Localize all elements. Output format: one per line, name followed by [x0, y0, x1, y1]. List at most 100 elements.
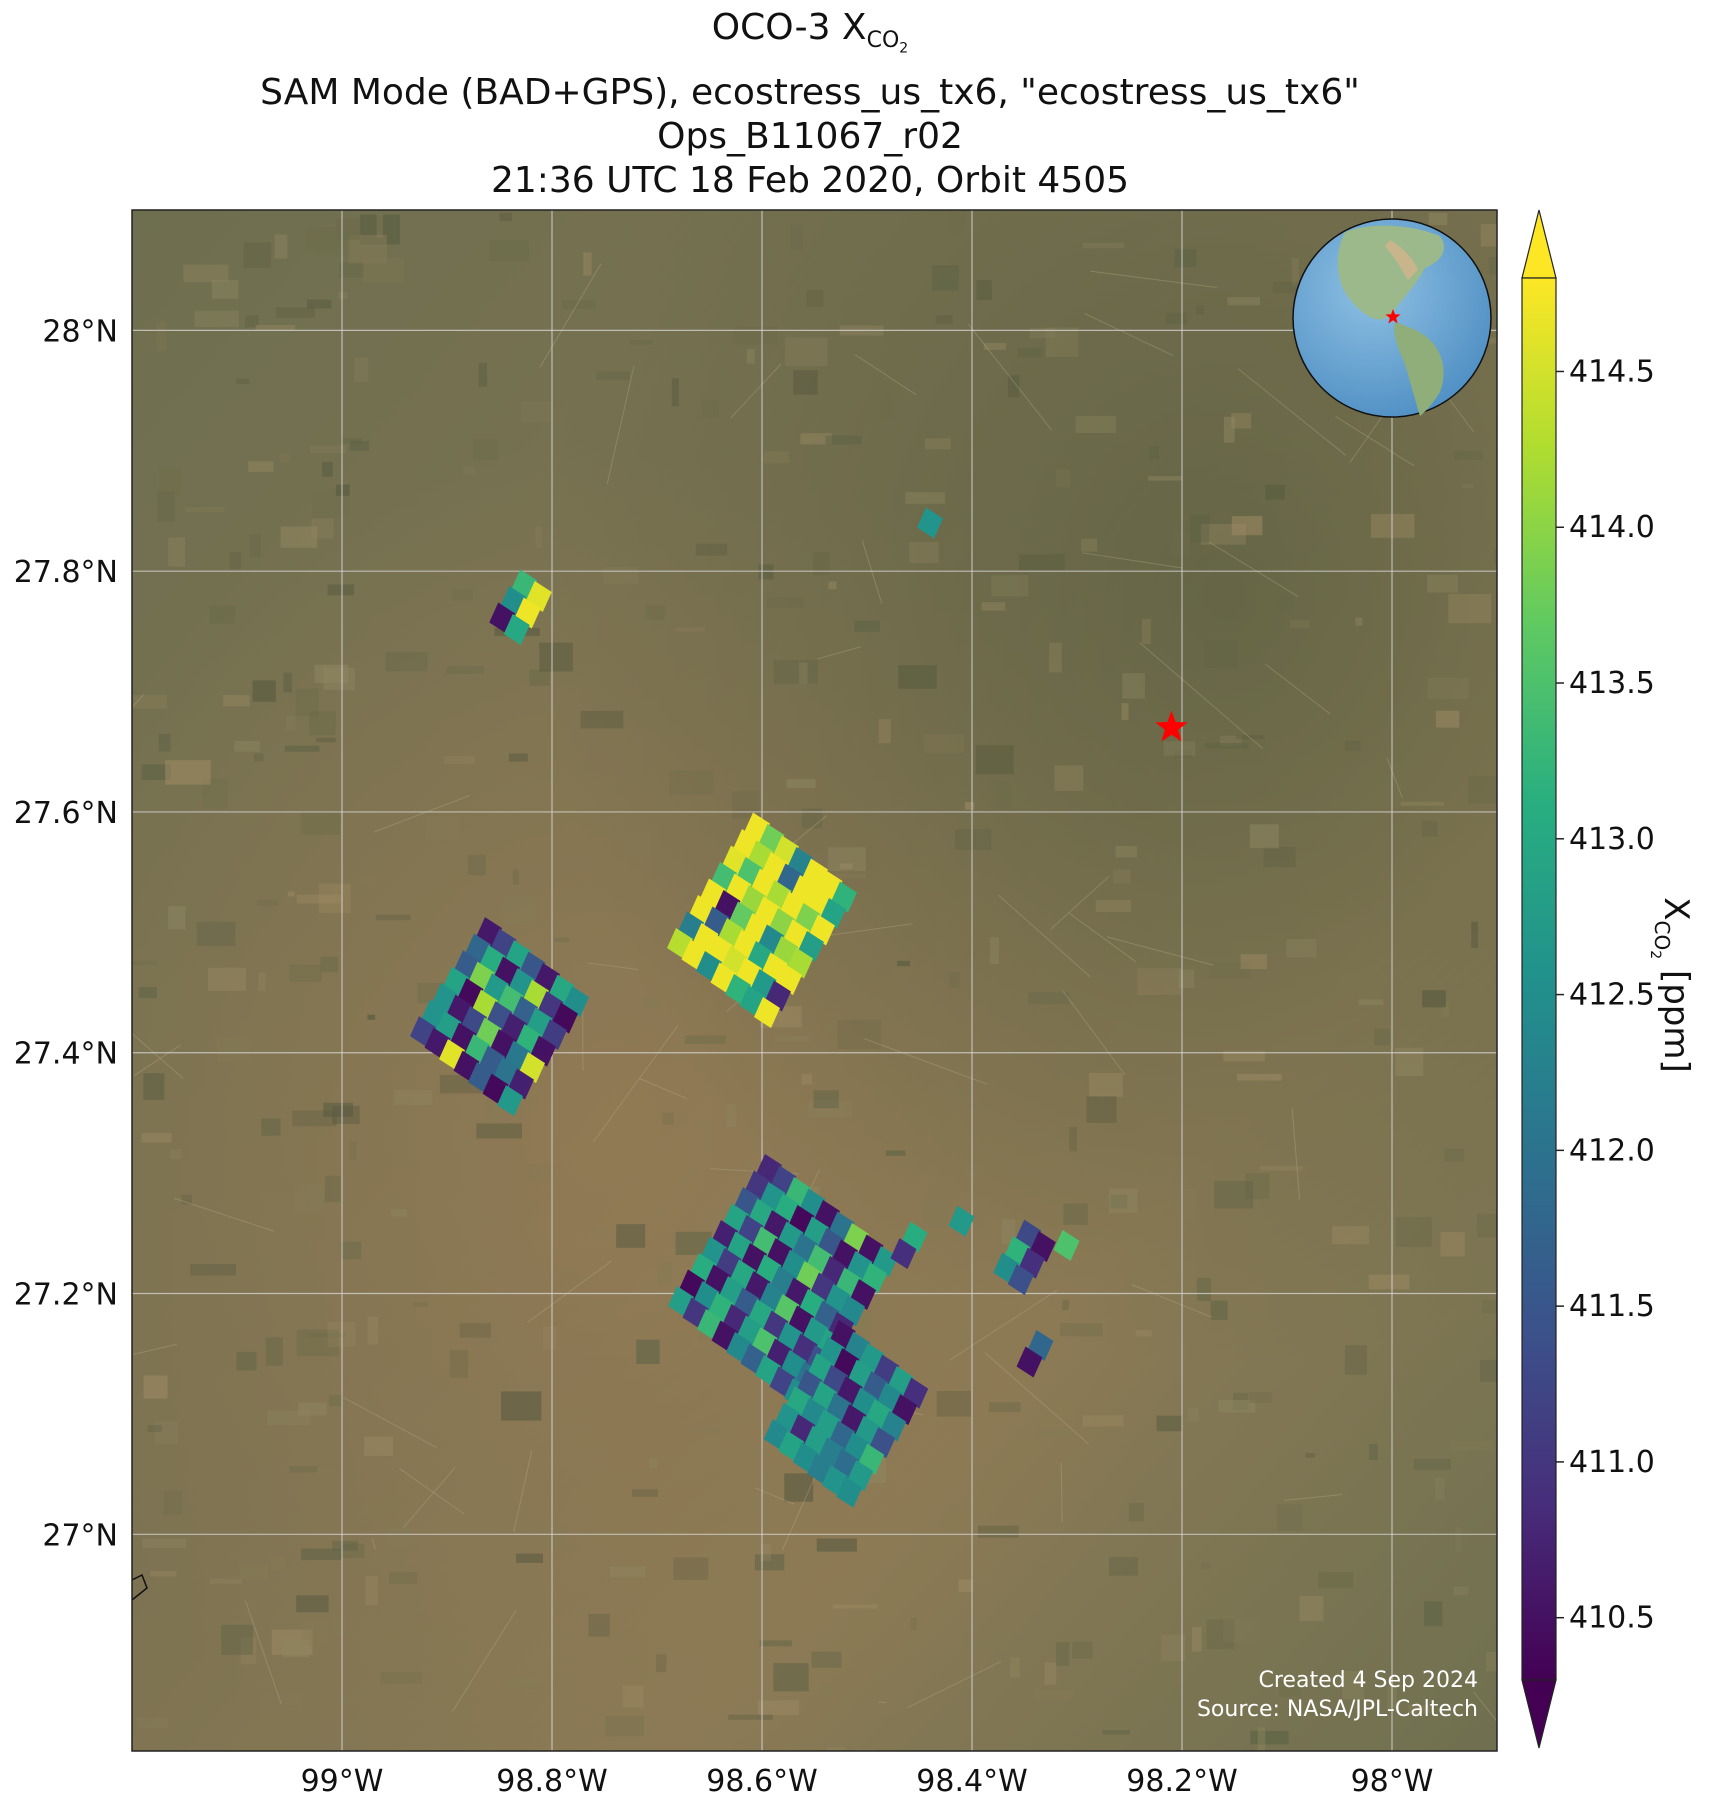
terrain-patch [775, 1035, 809, 1042]
road-line [452, 1609, 517, 1712]
terrain-patch [1044, 1662, 1057, 1685]
terrain-patch [525, 1526, 566, 1549]
terrain-patch [324, 1175, 341, 1203]
road-line [907, 1660, 1002, 1709]
terrain-patch [1109, 1188, 1138, 1214]
terrain-patch [656, 1654, 667, 1673]
terrain-patch [645, 605, 665, 620]
terrain-patch [799, 662, 808, 684]
terrain-patch [348, 234, 387, 264]
terrain-patch [878, 719, 891, 744]
terrain-patch [1196, 1277, 1211, 1301]
terrain-patch [1276, 1504, 1303, 1532]
created-credit: Created 4 Sep 2024 [1259, 1668, 1479, 1693]
colorbar-tick-label: 411.5 [1569, 1289, 1655, 1324]
terrain-patch [801, 1074, 813, 1085]
terrain-patch [816, 1538, 857, 1552]
terrain-patch [505, 1676, 542, 1689]
terrain-patch [265, 1337, 283, 1366]
terrain-patch [476, 1123, 523, 1139]
sounding-footprint [754, 997, 780, 1029]
terrain-patch [239, 1564, 269, 1580]
terrain-patch [1081, 538, 1098, 552]
terrain-patch [376, 213, 384, 238]
terrain-patch [1462, 483, 1474, 489]
terrain-patch [989, 937, 999, 964]
colorbar-gradient [1521, 277, 1557, 1681]
terrain-patch [1174, 249, 1197, 268]
terrain-patch [801, 808, 823, 829]
road-line [402, 1467, 456, 1529]
terrain-patch [964, 802, 975, 810]
terrain-patch [340, 437, 363, 444]
terrain-patch [673, 1557, 709, 1580]
terrain-patch [658, 1262, 672, 1284]
terrain-patch [1453, 1586, 1469, 1596]
terrain-patch [951, 211, 965, 237]
road-line [1082, 552, 1182, 569]
terrain-patch [340, 1241, 362, 1260]
terrain-patch [828, 581, 837, 590]
terrain-patch [256, 899, 279, 906]
title-line-4: 21:36 UTC 18 Feb 2020, Orbit 4505 [490, 159, 1130, 201]
terrain-patch [1369, 1443, 1378, 1461]
terrain-patch [1112, 869, 1131, 884]
terrain-patch [813, 552, 830, 575]
terrain-patch [1305, 1453, 1316, 1458]
terrain-patch [207, 967, 246, 991]
terrain-patch [1448, 594, 1492, 624]
terrain-patch [1236, 735, 1265, 740]
terrain-patch [852, 1749, 876, 1751]
terrain-patch [1249, 824, 1279, 849]
terrain-patch [1481, 1300, 1497, 1314]
terrain-patch [1169, 531, 1190, 555]
map-area[interactable]: Created 4 Sep 2024 Source: NASA/JPL-Calt… [54, 210, 1574, 1801]
colorbar: 410.5 411.0 411.5 412.0 412.5 413.0 413.5 414.0… [1521, 209, 1696, 1749]
terrain-patch [441, 1081, 472, 1089]
sounding-footprint [503, 614, 530, 646]
terrain-patch [156, 491, 175, 522]
terrain-patch [622, 1685, 644, 1708]
terrain-patch [609, 1566, 646, 1578]
sounding-footprint [917, 507, 943, 539]
terrain-patch [1344, 1345, 1367, 1375]
terrain-patch [501, 1391, 542, 1421]
road-line [854, 354, 917, 396]
terrain-patch [1263, 846, 1296, 868]
terrain-patch [1034, 1689, 1074, 1699]
road-line [639, 1077, 687, 1100]
terrain-patch [527, 1164, 556, 1182]
title-line-3: Ops_B11067_r02 [657, 115, 963, 157]
sounding-footprint [948, 1205, 975, 1237]
terrain-patch [1082, 242, 1124, 249]
terrain-patch [1435, 710, 1460, 728]
terrain-patch [315, 737, 336, 743]
terrain-patch [335, 484, 350, 496]
terrain-patch [443, 755, 475, 764]
terrain-patch [323, 1102, 354, 1117]
road-line [1284, 1494, 1343, 1501]
road-line [1060, 1462, 1063, 1523]
terrain-patch [338, 291, 348, 300]
terrain-patch [209, 605, 236, 624]
terrain-patch [662, 1112, 674, 1125]
terrain-patch [1121, 703, 1129, 720]
xco2-soundings [410, 507, 1080, 1508]
terrain-patch [154, 1421, 178, 1444]
terrain-patch [1250, 1730, 1289, 1745]
terrain-patch [819, 1684, 832, 1697]
terrain-patch [1477, 1213, 1497, 1238]
terrain-patch [976, 280, 992, 301]
road-line [399, 1468, 465, 1515]
terrain-patch [1191, 1626, 1202, 1652]
terrain-patch [309, 711, 336, 736]
terrain-patch [1205, 742, 1249, 749]
road-line [1265, 663, 1331, 715]
terrain-patch [1148, 476, 1183, 481]
terrain-patch [1152, 1196, 1181, 1202]
terrain-patch [827, 847, 867, 872]
terrain-patch [1413, 1458, 1451, 1470]
terrain-patch [539, 642, 573, 672]
terrain-patch [542, 1326, 557, 1350]
terrain-patch [671, 378, 679, 407]
